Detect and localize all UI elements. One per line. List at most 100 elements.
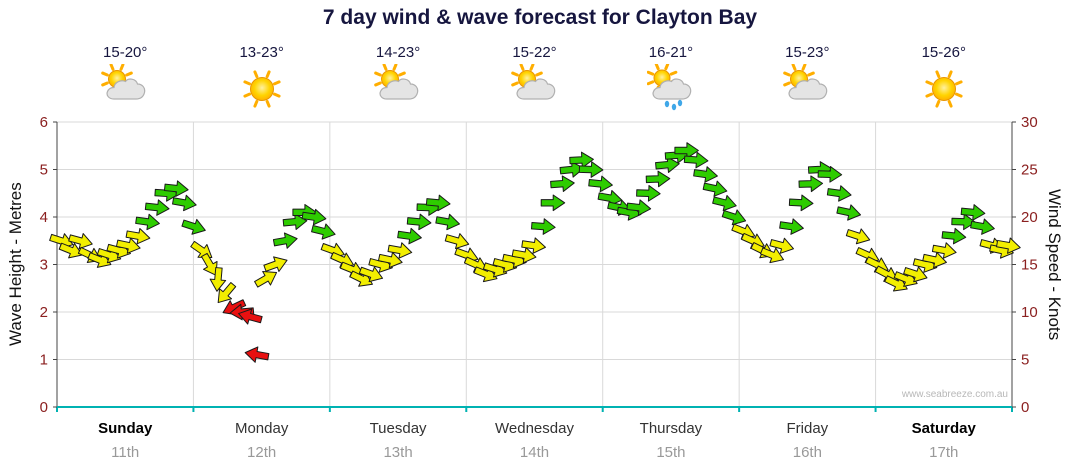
wind-arrow — [135, 213, 160, 231]
day-name: Monday — [234, 420, 289, 437]
wind-arrow — [769, 237, 794, 254]
wind-arrow — [960, 204, 986, 221]
day-temperature: 15-20° — [103, 44, 148, 61]
day-date: 17th — [929, 444, 959, 461]
wind-arrow — [201, 252, 218, 276]
wind-arrow — [779, 218, 804, 235]
wind-arrow — [68, 233, 93, 250]
raindrop-icon — [677, 99, 683, 107]
wind-arrow — [125, 227, 151, 245]
wind-arrow — [636, 185, 661, 202]
sun-icon — [925, 70, 963, 108]
weather-icon-sun-cloud — [374, 64, 419, 100]
day-date: 12th — [247, 444, 277, 461]
wind-arrow — [387, 242, 413, 259]
wind-arrow — [272, 232, 298, 249]
wind-arrow — [540, 194, 566, 212]
weather-icon-sun-cloud — [101, 64, 146, 100]
wind-arrow — [788, 194, 814, 212]
wind-arrow — [301, 208, 327, 226]
wind-arrow — [521, 237, 546, 254]
day-date: 15th — [656, 444, 686, 461]
watermark: www.seabreeze.com.au — [901, 389, 1008, 400]
right-axis-tick-label: 0 — [1021, 399, 1029, 416]
wind-arrow — [702, 180, 728, 197]
day-temperature: 16-21° — [648, 44, 694, 61]
left-axis-tick-label: 4 — [40, 209, 48, 226]
wind-arrow — [238, 308, 263, 325]
day-temperature: 13-23° — [239, 44, 284, 61]
wind-arrow — [559, 161, 585, 178]
left-axis-tick-label: 6 — [40, 114, 48, 131]
wind-arrow — [282, 213, 308, 230]
wind-arrow — [588, 175, 613, 193]
left-axis-tick-label: 1 — [40, 352, 48, 369]
wind-arrow — [254, 271, 278, 288]
wind-arrow — [817, 166, 843, 183]
wind-arrow — [970, 218, 995, 235]
wind-arrow — [425, 194, 451, 212]
day-date: 16th — [792, 444, 822, 461]
cloud-icon — [652, 78, 692, 100]
right-axis-tick-label: 30 — [1021, 114, 1038, 131]
left-axis-tick-label: 2 — [40, 304, 48, 321]
wind-arrow — [626, 199, 652, 216]
day-name: Saturday — [911, 420, 976, 437]
day-temperature: 15-26° — [921, 44, 966, 61]
right-axis-tick-label: 20 — [1021, 209, 1038, 226]
wind-arrow — [377, 251, 403, 269]
day-temperature: 15-23° — [785, 44, 830, 61]
weather-icon-sun-cloud-rain — [646, 64, 692, 111]
wind-arrow — [760, 247, 784, 264]
wind-arrow — [358, 266, 384, 283]
day-date: 13th — [383, 444, 413, 461]
right-axis-tick-label: 10 — [1021, 304, 1038, 321]
wind-arrow — [826, 185, 852, 202]
wind-arrow — [996, 237, 1021, 254]
wind-arrow — [58, 242, 83, 259]
wind-arrow — [406, 213, 432, 231]
cloud-icon — [788, 78, 828, 100]
cloud-icon — [516, 78, 555, 100]
wind-arrow — [951, 213, 976, 231]
right-axis-tick-label: 15 — [1021, 257, 1038, 274]
wind-arrow — [922, 251, 947, 269]
wind-arrow — [115, 237, 141, 254]
weather-icon-sun — [243, 70, 281, 108]
wind-arrow — [311, 223, 336, 240]
wind-arrow — [845, 228, 871, 245]
cloud-icon — [106, 78, 146, 100]
wind-arrow — [397, 227, 422, 245]
wind-arrow — [931, 242, 957, 259]
wind-arrow — [163, 180, 189, 197]
day-date: 11th — [111, 444, 140, 461]
wind-arrow — [683, 151, 709, 169]
wind-arrow — [531, 218, 556, 235]
wind-arrow — [674, 142, 699, 159]
wind-arrow — [172, 194, 197, 212]
left-axis-tick-label: 3 — [40, 257, 48, 274]
wind-arrow — [209, 267, 227, 292]
day-temperature: 14-23° — [375, 44, 421, 61]
wind-arrow — [712, 194, 737, 212]
day-temperature: 15-22° — [512, 44, 557, 61]
day-name: Wednesday — [495, 420, 574, 437]
wind-arrow — [511, 246, 537, 264]
wind-arrow — [655, 156, 680, 173]
weather-icon-sun-cloud — [510, 64, 555, 100]
day-name: Friday — [786, 420, 829, 437]
wind-arrow — [578, 161, 604, 178]
wind-arrow — [263, 256, 288, 272]
right-axis-title: Wind Speed - Knots — [1045, 188, 1064, 341]
weather-icon-sun-cloud — [783, 64, 828, 100]
wind-arrow — [144, 199, 170, 216]
wind-arrow — [836, 204, 862, 221]
wind-arrow — [798, 175, 824, 193]
wind-arrow — [903, 266, 928, 283]
wind-arrow — [941, 227, 967, 245]
page-title: 7 day wind & wave forecast for Clayton B… — [322, 6, 758, 29]
weather-icon-sun — [925, 70, 963, 108]
